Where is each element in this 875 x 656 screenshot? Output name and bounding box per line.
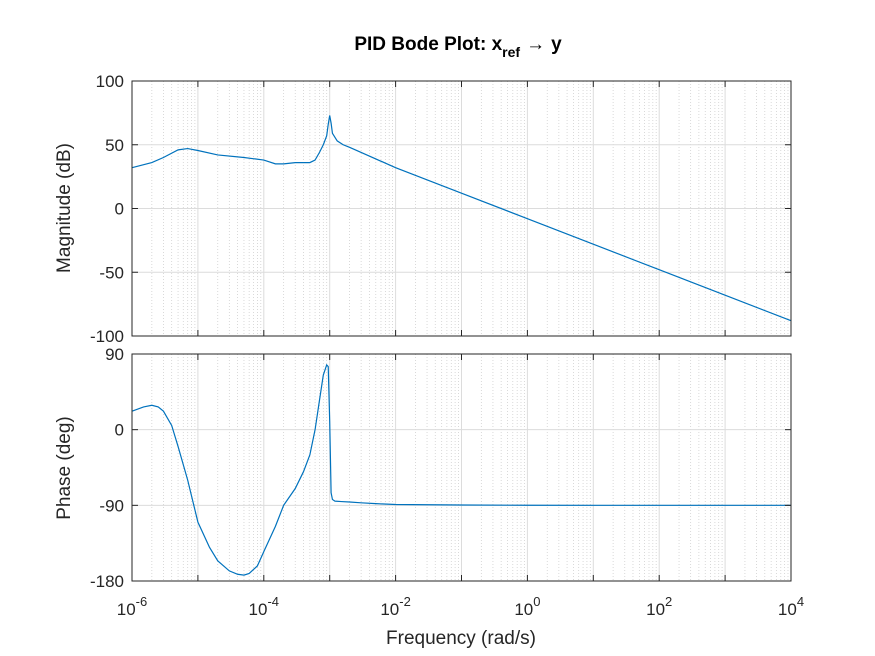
x-tick-label: 10-6 xyxy=(117,594,147,619)
magnitude-y-tick-label: -100 xyxy=(90,327,124,346)
phase-y-label: Phase (deg) xyxy=(54,416,75,520)
phase-y-tick-label: 90 xyxy=(105,345,124,364)
x-tick-label: 102 xyxy=(646,594,672,619)
magnitude-panel: 100 50 0 -50 -100 Magnitude (dB) xyxy=(54,72,792,346)
x-tick-label: 104 xyxy=(778,594,804,619)
phase-series-line xyxy=(131,363,791,576)
magnitude-x-tickmarks xyxy=(131,81,792,336)
phase-y-ticks: 90 0 -90 -180 xyxy=(90,345,791,591)
phase-x-tickmarks xyxy=(131,354,792,581)
magnitude-grid xyxy=(131,80,792,337)
x-axis-label: Frequency (rad/s) xyxy=(386,628,536,649)
phase-panel: 90 0 -90 -180 Phase (deg) xyxy=(54,345,792,591)
phase-y-tick-label: 0 xyxy=(115,421,124,440)
x-tick-label: 100 xyxy=(514,594,540,619)
magnitude-y-tick-label: 100 xyxy=(96,72,124,91)
phase-grid xyxy=(131,353,792,582)
chart-title: PID Bode Plot: xref → y xyxy=(354,34,562,60)
x-tick-label: 10-4 xyxy=(249,594,279,619)
x-tick-label: 10-2 xyxy=(380,594,410,619)
magnitude-y-tick-label: 0 xyxy=(115,200,124,219)
magnitude-y-tick-label: 50 xyxy=(105,136,124,155)
phase-y-tick-label: -90 xyxy=(99,496,124,515)
phase-y-tick-label: -180 xyxy=(90,572,124,591)
magnitude-y-ticks: 100 50 0 -50 -100 xyxy=(90,72,791,346)
magnitude-series-line xyxy=(131,115,792,322)
x-tick-labels: 10-6 10-4 10-2 100 102 104 xyxy=(117,594,804,619)
magnitude-y-tick-label: -50 xyxy=(99,263,124,282)
magnitude-y-label: Magnitude (dB) xyxy=(54,143,75,273)
